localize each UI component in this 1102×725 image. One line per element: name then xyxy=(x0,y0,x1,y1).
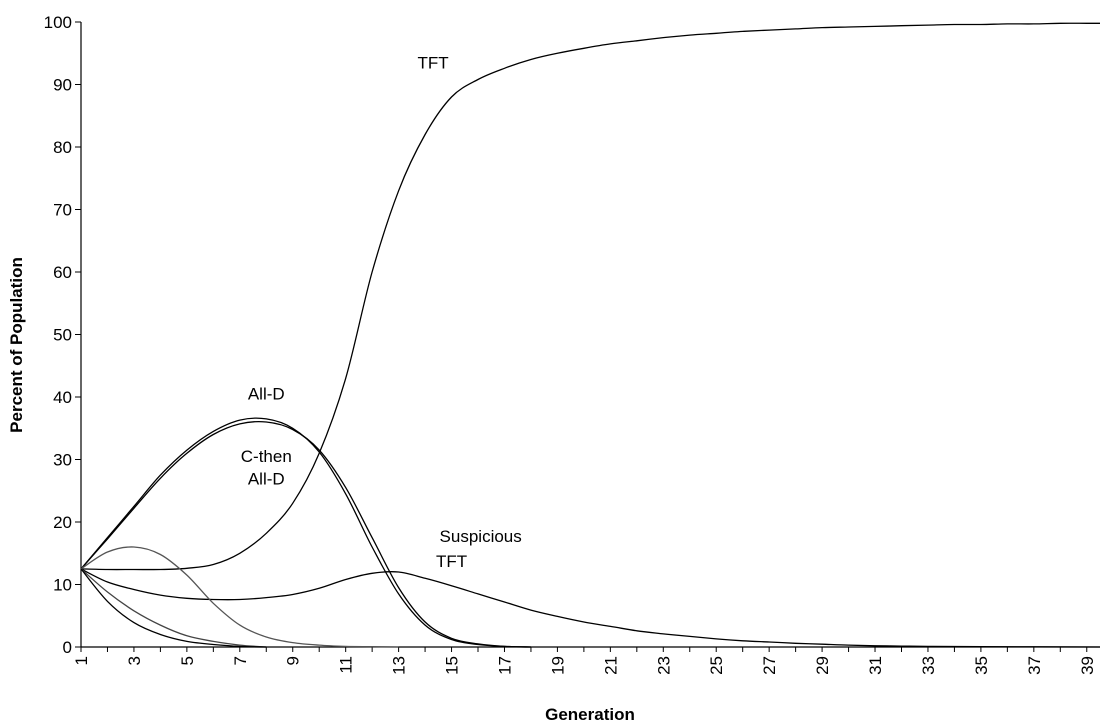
series-annotation: Suspicious xyxy=(440,527,522,546)
x-tick-label: 29 xyxy=(813,656,832,675)
x-tick-label: 21 xyxy=(601,656,620,675)
y-tick-label: 10 xyxy=(53,576,72,595)
y-axis-title: Percent of Population xyxy=(7,257,26,433)
x-tick-label: 3 xyxy=(125,656,144,665)
series-annotation: All-D xyxy=(248,470,285,489)
x-tick-label: 9 xyxy=(284,656,303,665)
y-tick-label: 50 xyxy=(53,326,72,345)
x-tick-label: 37 xyxy=(1025,656,1044,675)
series-layer xyxy=(80,22,1101,648)
x-tick-label: 5 xyxy=(178,656,197,665)
series-line-series-6 xyxy=(80,568,267,648)
y-tick-label: 40 xyxy=(53,388,72,407)
series-line-series-4 xyxy=(80,546,399,648)
y-tick-label: 0 xyxy=(63,638,72,657)
y-axis: 0 10 20 30 40 50 60 70 80 90 100 xyxy=(44,13,82,657)
x-tick-label: 17 xyxy=(495,656,514,675)
y-tick-label: 80 xyxy=(53,138,72,157)
x-tick-label: 25 xyxy=(707,656,726,675)
x-tick-label: 27 xyxy=(760,656,779,675)
series-annotation: TFT xyxy=(417,53,448,72)
y-tick-label: 70 xyxy=(53,201,72,220)
x-tick-label: 13 xyxy=(390,656,409,675)
x-axis-title: Generation xyxy=(545,705,635,724)
series-annotation: TFT xyxy=(436,552,467,571)
annotation-layer: TFT All-D C-then All-D Suspicious TFT xyxy=(241,53,522,571)
y-tick-label: 20 xyxy=(53,513,72,532)
x-tick-label: 23 xyxy=(654,656,673,675)
y-tick-label: 100 xyxy=(44,13,72,32)
series-line-tft xyxy=(80,22,1100,571)
x-tick-label: 19 xyxy=(548,656,567,675)
x-axis: 1 3 5 7 9 11 13 15 17 19 21 23 25 27 29 31 33 35 37 39 xyxy=(72,646,1100,675)
series-line-c-then-all-d xyxy=(80,420,531,648)
y-tick-label: 60 xyxy=(53,263,72,282)
x-tick-label: 35 xyxy=(972,656,991,675)
x-tick-label: 7 xyxy=(231,656,250,665)
y-tick-label: 30 xyxy=(53,451,72,470)
x-tick-label: 31 xyxy=(866,656,885,675)
series-annotation: C-then xyxy=(241,447,292,466)
x-tick-label: 15 xyxy=(443,656,462,675)
series-annotation: All-D xyxy=(248,385,285,404)
x-tick-label: 11 xyxy=(337,656,356,674)
series-line-series-5 xyxy=(80,568,267,648)
x-tick-label: 39 xyxy=(1078,656,1097,675)
x-tick-label: 1 xyxy=(72,656,91,665)
series-line-suspicious-tft xyxy=(80,568,1101,648)
y-tick-label: 90 xyxy=(53,76,72,95)
x-tick-label: 33 xyxy=(919,656,938,675)
